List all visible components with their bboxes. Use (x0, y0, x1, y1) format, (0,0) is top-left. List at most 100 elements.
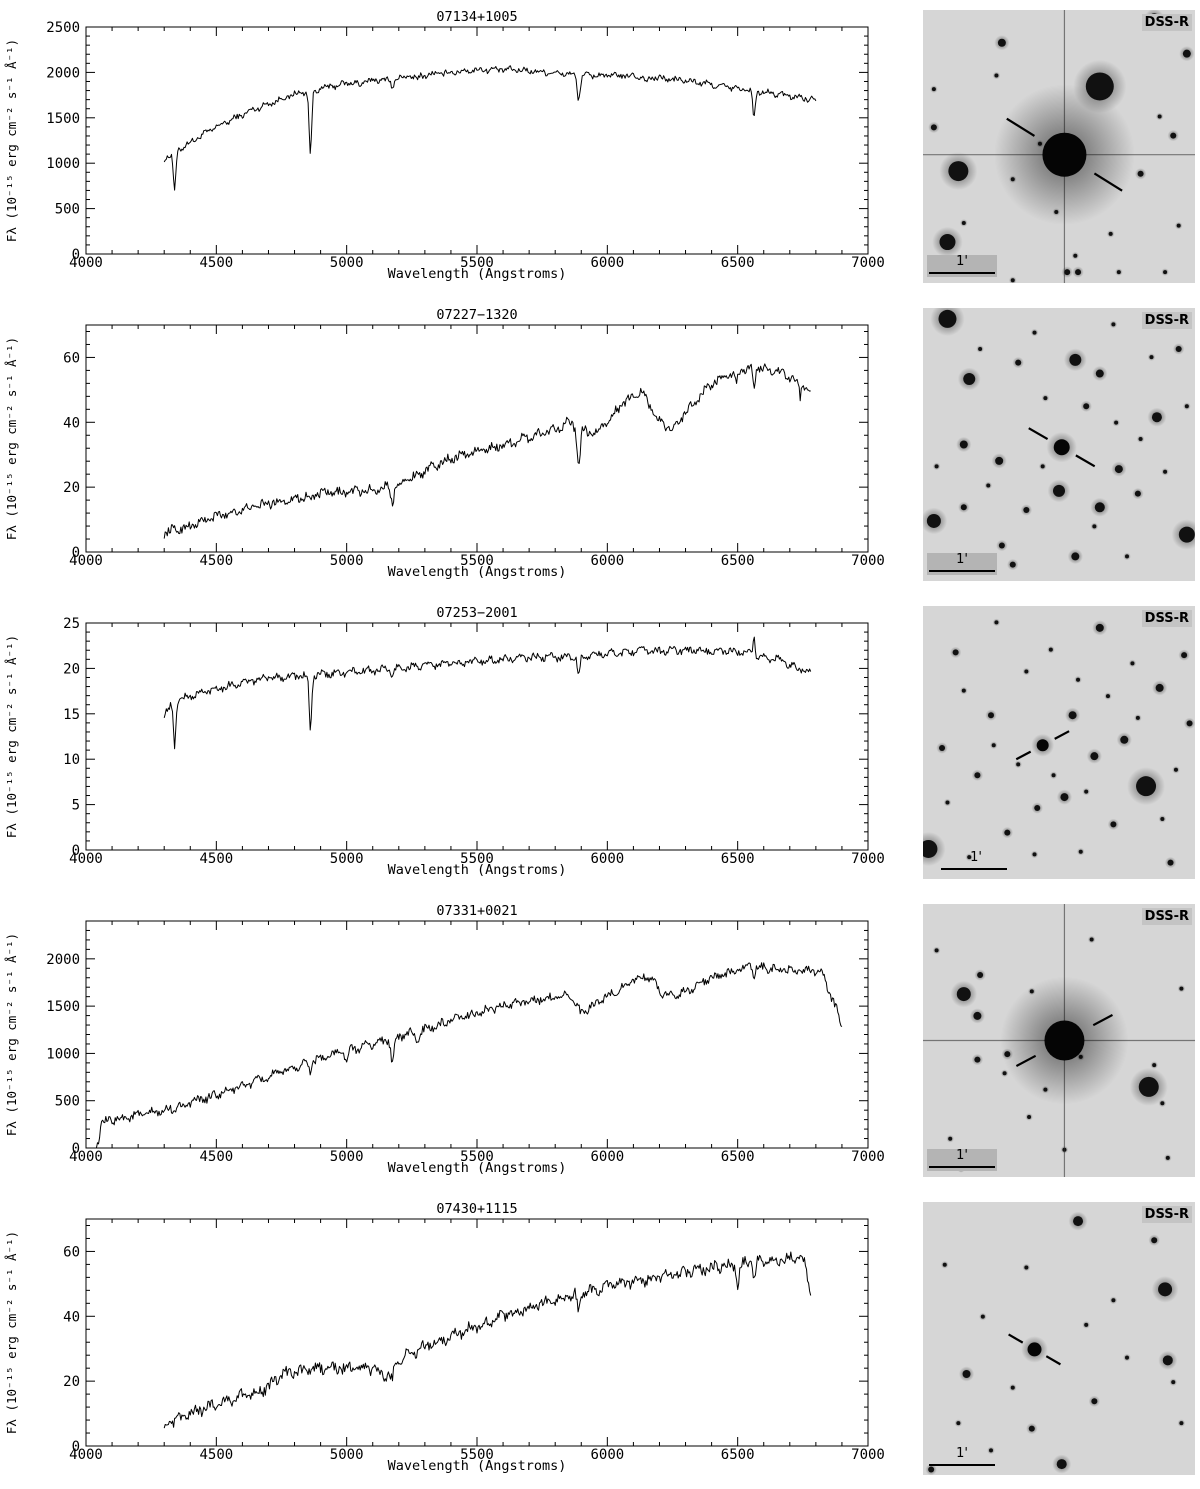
field-star (1116, 270, 1121, 275)
y-tick-label: 1500 (46, 999, 80, 1015)
x-tick-label: 6000 (590, 851, 624, 867)
field-star (1173, 767, 1178, 772)
scale-bar-label: 1' (956, 1148, 968, 1163)
field-star (1004, 829, 1011, 836)
field-star (1179, 1421, 1184, 1426)
field-star (1105, 694, 1110, 699)
field-star (1068, 711, 1077, 720)
field-star (1158, 1282, 1173, 1297)
survey-label: DSS-R (1141, 1206, 1192, 1223)
scale-bar-box (927, 553, 997, 575)
field-star (1151, 412, 1162, 423)
field-star (1043, 396, 1048, 401)
field-star (963, 372, 976, 385)
field-star (1178, 526, 1195, 543)
x-tick-label: 6500 (721, 553, 755, 569)
field-star (1069, 353, 1082, 366)
field-star (1078, 849, 1083, 854)
field-star (1091, 1398, 1098, 1405)
spectrum-chart: 07134+1005 4000 4500 5000 5500 6000 6500 7000 0 5… (4, 9, 885, 282)
spectrum-line (163, 1251, 812, 1429)
field-star (1125, 1355, 1129, 1360)
field-star (939, 234, 956, 251)
field-star (1084, 1322, 1089, 1327)
scale-bar-label: 1' (956, 1446, 968, 1461)
y-tick-label: 40 (63, 415, 80, 431)
y-tick-label: 0 (72, 1439, 80, 1455)
field-star (961, 688, 966, 693)
field-star (961, 220, 966, 225)
x-tick-label: 7000 (851, 553, 885, 569)
field-star (1160, 1101, 1165, 1106)
spectrum-panel-5: 07430+1115 4000 4500 5000 5500 6000 6500 7000 0 2… (0, 1192, 1200, 1489)
field-star (995, 456, 1004, 465)
target-marker (1092, 1013, 1113, 1027)
field-star (1034, 805, 1041, 812)
dss-finding-chart: DSS-R 1' (923, 308, 1195, 581)
chart-title: 07253−2001 (436, 605, 517, 621)
field-star (980, 1314, 985, 1319)
field-star (934, 948, 939, 953)
field-star (1181, 652, 1188, 659)
chart-title: 07430+1115 (436, 1201, 517, 1217)
y-tick-label: 20 (63, 480, 80, 496)
field-star (1027, 1114, 1032, 1119)
scale-bar-box (927, 255, 997, 277)
spectrum-panel-4: 07331+0021 4000 4500 5000 5500 6000 6500 7000 0 5… (0, 894, 1200, 1191)
field-star (1186, 720, 1193, 727)
field-star (1108, 231, 1113, 236)
target-marker (1008, 1333, 1024, 1344)
field-star (1160, 816, 1165, 821)
field-star (1137, 170, 1144, 177)
field-star (988, 712, 994, 719)
field-star (1024, 669, 1029, 674)
x-axis-label: Wavelength (Angstroms) (388, 1458, 567, 1474)
field-star (1136, 776, 1157, 797)
field-star (1176, 223, 1181, 228)
spectrum-panel-1: 07134+1005 4000 4500 5000 5500 6000 6500 7000 0 5… (0, 0, 1200, 297)
field-star (1023, 507, 1030, 514)
scale-bar-box (927, 1149, 997, 1171)
y-axis-label: Fλ (10⁻¹⁵ erg cm⁻² s⁻¹ Å⁻¹) (4, 933, 19, 1136)
spectrum-chart: 07331+0021 4000 4500 5000 5500 6000 6500 7000 0 5… (4, 903, 885, 1176)
field-star (1111, 322, 1116, 327)
target-marker (1054, 730, 1070, 740)
x-tick-label: 7000 (851, 1447, 885, 1463)
target-star (1042, 132, 1087, 177)
scale-bar (941, 868, 1007, 870)
x-tick-label: 7000 (851, 851, 885, 867)
plot-frame (85, 920, 869, 1149)
x-tick-label: 5500 (460, 553, 494, 569)
field-star (1151, 1237, 1158, 1244)
field-star (998, 542, 1005, 549)
scale-bar-label: 1' (956, 254, 968, 269)
x-tick-label: 5500 (460, 1149, 494, 1165)
field-star (938, 309, 957, 328)
y-tick-label: 60 (63, 1244, 80, 1260)
dss-finding-chart: DSS-R 1' (923, 606, 1195, 879)
y-tick-label: 2000 (46, 65, 80, 81)
plot-frame (85, 622, 869, 851)
field-star (1120, 735, 1129, 744)
field-star (1114, 465, 1123, 474)
field-star (959, 440, 968, 449)
x-tick-label: 4500 (199, 1447, 233, 1463)
field-star (1051, 773, 1056, 778)
chart-title: 07331+0021 (436, 903, 517, 919)
x-tick-label: 5000 (330, 1447, 364, 1463)
target-marker (1015, 1054, 1037, 1068)
field-star (1130, 661, 1135, 666)
x-tick-label: 5000 (330, 851, 364, 867)
field-star (948, 1136, 953, 1141)
field-star (962, 1369, 971, 1378)
spectrum-chart: 07227−1320 4000 4500 5000 5500 6000 6500 7000 0 2… (4, 307, 885, 580)
spectrum-line (163, 65, 817, 191)
field-star (931, 87, 936, 92)
field-star (1002, 1071, 1007, 1076)
field-star (974, 772, 981, 779)
field-star (926, 513, 941, 528)
scale-bar (929, 1464, 995, 1466)
field-star (994, 620, 999, 625)
y-tick-label: 40 (63, 1309, 80, 1325)
